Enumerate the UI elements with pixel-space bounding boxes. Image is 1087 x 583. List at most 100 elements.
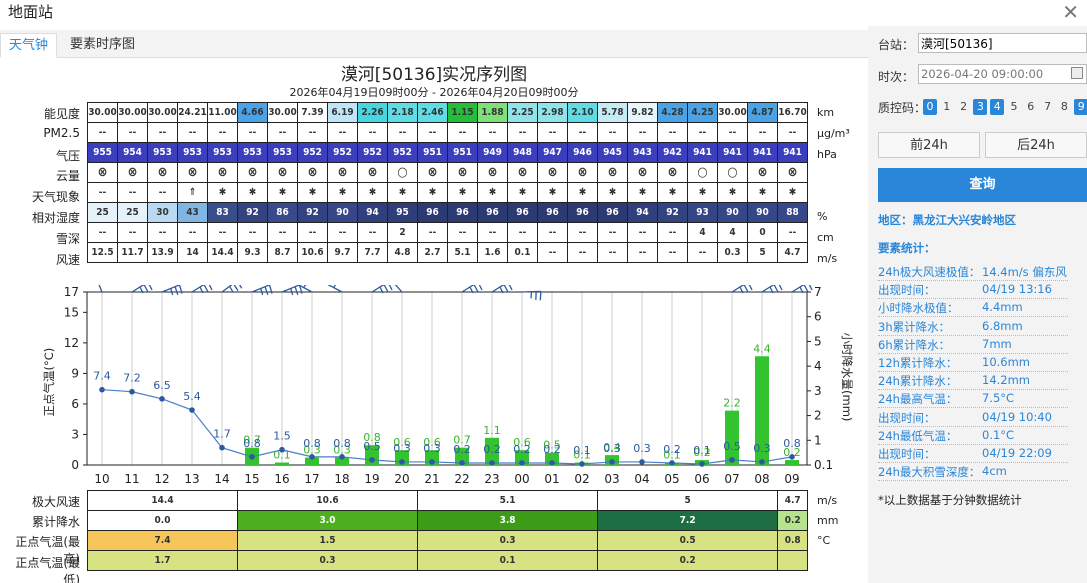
x-tick-label: 09 (784, 472, 799, 486)
stat-value: 04/19 13:16 (982, 282, 1052, 297)
table-cell: ⊗ (87, 162, 118, 183)
temperature-label: 0.2 (453, 443, 471, 456)
tab-weather-clock[interactable]: 天气钟 (0, 33, 58, 58)
x-tick-label: 06 (694, 472, 709, 486)
summary-label: 累计降水 (31, 515, 80, 530)
temperature-label: 0.8 (333, 437, 351, 450)
table-cell: 14 (177, 242, 208, 263)
temperature-point (99, 386, 105, 393)
table-cell: 83 (207, 202, 238, 223)
time-input[interactable] (918, 64, 1087, 84)
wind-barb-stroke (478, 285, 483, 291)
table-cell: 941 (717, 142, 748, 163)
table-cell: 9.3 (237, 242, 268, 263)
precip-label: 4.4 (753, 342, 771, 355)
table-cell: 30.00 (267, 102, 298, 123)
qc-code-4[interactable]: 4 (990, 99, 1005, 115)
table-cell: ⊗ (477, 162, 508, 183)
table-cell: 88 (777, 202, 808, 223)
x-tick-label: 02 (574, 472, 589, 486)
temperature-point (519, 460, 525, 466)
precip-label: 0.2 (693, 446, 711, 459)
wind-barb-icon (371, 285, 393, 294)
table-cell: 953 (207, 142, 238, 163)
query-button[interactable]: 查询 (878, 168, 1087, 202)
summary-cell: 0.3 (236, 550, 419, 571)
wind-barb-icon (731, 285, 753, 294)
table-cell: -- (207, 222, 238, 243)
summary-cell: 7.4 (87, 530, 238, 551)
table-cell: -- (537, 222, 568, 243)
wind-barb-stroke (461, 285, 475, 293)
wind-barb-stroke (170, 288, 174, 296)
wind-barb-stroke (379, 286, 384, 294)
row-label: 风速 (55, 252, 80, 267)
qc-code-3[interactable]: 3 (973, 99, 988, 115)
wind-barb-stroke (739, 286, 744, 294)
table-cell: 96 (447, 202, 478, 223)
wind-barb-stroke (298, 285, 303, 294)
table-cell: 941 (687, 142, 718, 163)
temperature-point (129, 388, 135, 395)
table-cell: -- (507, 222, 538, 243)
wind-barb-stroke (295, 285, 313, 293)
footnote: *以上数据基于分钟数据统计 (878, 493, 1022, 507)
table-cell: 90 (717, 202, 748, 223)
qc-code-7[interactable]: 7 (1044, 100, 1052, 113)
summary-cell: 0.5 (597, 530, 779, 551)
tab-element-series[interactable]: 要素时序图 (70, 37, 136, 52)
table-cell: -- (567, 242, 598, 263)
wind-barb-stroke (281, 285, 300, 293)
table-cell: 1.88 (477, 102, 508, 123)
precip-bar (515, 450, 529, 465)
table-cell: 93 (687, 202, 718, 223)
table-cell: -- (327, 122, 358, 143)
temperature-label: 0.1 (573, 444, 591, 457)
row-label: 天气现象 (31, 190, 80, 205)
wind-barb-stroke (778, 285, 783, 291)
precip-bar (785, 460, 799, 465)
wind-barb-icon (161, 285, 183, 296)
table-cell: 945 (597, 142, 628, 163)
table-cell: -- (477, 222, 508, 243)
stat-divider (878, 425, 1068, 427)
temperature-point (759, 459, 765, 465)
qc-code-6[interactable]: 6 (1027, 100, 1035, 113)
station-input[interactable] (918, 33, 1087, 53)
wind-barb-stroke (94, 285, 103, 293)
qc-code-0[interactable]: 0 (923, 99, 937, 115)
wind-barb-stroke (161, 285, 180, 293)
qc-code-8[interactable]: 8 (1060, 100, 1068, 113)
next-24h-button[interactable]: 后24h (985, 132, 1087, 158)
table-cell: ⊗ (417, 162, 448, 183)
qc-code-2[interactable]: 2 (960, 100, 968, 113)
qc-code-1[interactable]: 1 (943, 100, 951, 113)
table-cell: 96 (597, 202, 628, 223)
prev-24h-button[interactable]: 前24h (878, 132, 980, 158)
qc-code-9[interactable]: 9 (1074, 99, 1087, 115)
stat-label: 12h累计降水： (878, 356, 958, 370)
temperature-point (489, 460, 495, 466)
close-icon[interactable]: ✕ (1062, 0, 1079, 24)
row-label: 相对湿度 (31, 211, 80, 225)
summary-cell: 7.2 (597, 510, 779, 531)
stats-title: 要素统计： (878, 241, 936, 255)
wind-barb-stroke (808, 285, 813, 291)
table-cell: ✱ (297, 182, 328, 203)
table-row: 30.00 30.00 30.00 24.21 11.00 4.66 30.00 7.39 6.… (87, 102, 808, 123)
table-cell: -- (117, 122, 148, 143)
precip-bar (455, 447, 469, 465)
temperature-point (279, 446, 285, 453)
stat-divider (878, 316, 1068, 318)
table-cell: -- (627, 122, 658, 143)
precip-label: 0.1 (273, 449, 291, 462)
table-cell: -- (417, 222, 448, 243)
calendar-icon[interactable] (1071, 67, 1083, 79)
stat-label: 6h累计降水： (878, 337, 951, 352)
table-cell: 952 (327, 142, 358, 163)
summary-cell: 14.4 (87, 490, 238, 511)
table-cell: 12.5 (87, 242, 118, 263)
qc-code-5[interactable]: 5 (1010, 100, 1018, 113)
wind-barb-stroke (290, 288, 294, 296)
precip-bar (305, 457, 319, 465)
